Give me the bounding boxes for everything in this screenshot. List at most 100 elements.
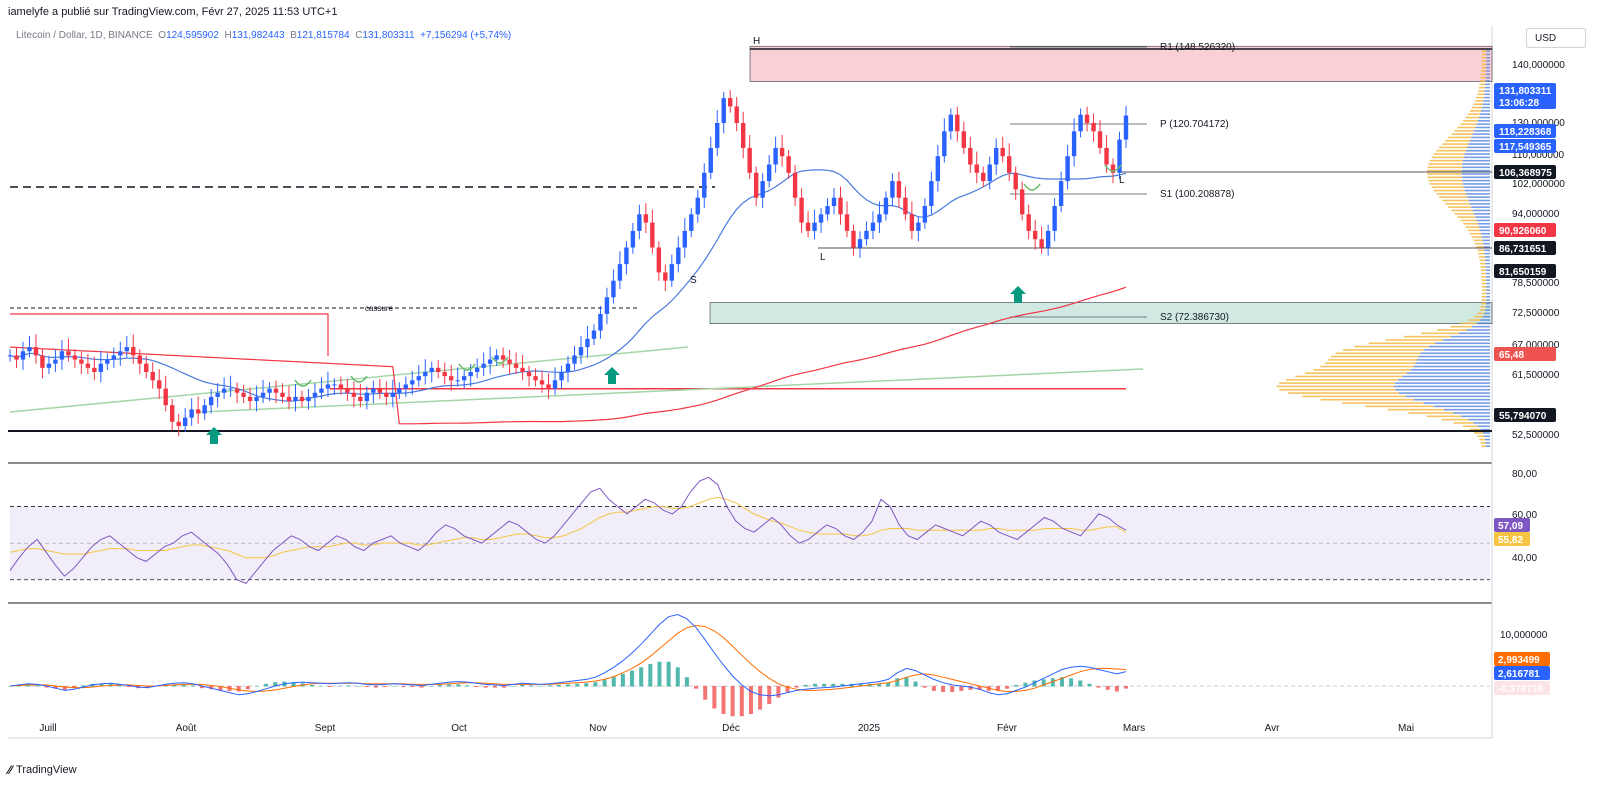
- volume-bar: [1465, 193, 1490, 195]
- candle-body: [241, 392, 246, 397]
- macd-histogram-bar: [684, 677, 689, 687]
- candle-body: [994, 147, 999, 165]
- volume-bar: [1484, 435, 1490, 438]
- volume-bar: [1480, 428, 1490, 431]
- macd-histogram-bar: [703, 686, 708, 700]
- macd-histogram-bar: [1124, 686, 1128, 689]
- volume-bar: [1464, 153, 1490, 155]
- volume-bar: [1433, 189, 1465, 192]
- candle-body: [468, 372, 473, 377]
- candle-body: [818, 214, 824, 223]
- macd-histogram-bar: [410, 686, 415, 688]
- volume-bar: [1486, 70, 1490, 72]
- candle-body: [1013, 172, 1018, 190]
- annotation-cassure: cassure: [365, 304, 394, 313]
- candle-body: [163, 388, 168, 406]
- chart-canvas[interactable]: R1 (148.526320) P (120.704172) S1 (100.208…: [0, 0, 1600, 760]
- volume-bar: [1302, 395, 1406, 398]
- macd-histogram-bar: [886, 682, 891, 687]
- candle-body: [689, 214, 694, 231]
- macd-histogram-bar: [319, 686, 324, 687]
- macd-histogram-bar: [1105, 686, 1110, 690]
- volume-bar: [1441, 418, 1469, 421]
- candle-body: [702, 172, 707, 198]
- candle-body: [312, 392, 318, 397]
- volume-bar: [1486, 299, 1490, 301]
- macd-histogram-bar: [739, 686, 744, 717]
- volume-bar: [1468, 143, 1490, 145]
- volume-bar: [1435, 342, 1490, 345]
- zones-layer: [709, 45, 1493, 324]
- candle-body: [260, 392, 266, 397]
- volume-bar: [1463, 120, 1478, 122]
- volume-bar: [1481, 56, 1487, 59]
- volume-bar: [1461, 173, 1490, 175]
- macd-histogram-bar: [931, 686, 936, 691]
- volume-bar: [1481, 60, 1487, 62]
- macd-histogram-bar: [950, 686, 955, 692]
- volume-bar: [1476, 246, 1484, 248]
- macd-histogram-bar: [1014, 684, 1019, 687]
- macd-histogram-bar: [474, 686, 479, 688]
- volume-bar: [1453, 412, 1490, 414]
- currency-selector[interactable]: USD: [1526, 28, 1586, 48]
- price-tick: 52,500000: [1512, 430, 1560, 441]
- volume-bar: [1427, 166, 1462, 169]
- moving-averages: [9, 169, 1127, 425]
- volume-bar: [1469, 203, 1490, 205]
- rsi-tick: 80,00: [1512, 469, 1537, 480]
- volume-bar: [1436, 193, 1466, 195]
- macd-histogram-bar: [209, 686, 214, 690]
- price-badge-value: 131,803311: [1499, 86, 1552, 97]
- candle-body: [630, 230, 636, 248]
- close-label: C: [355, 30, 363, 41]
- macd-histogram-bar: [547, 685, 552, 687]
- candle-body: [397, 388, 402, 393]
- macd-histogram-bar: [1087, 683, 1092, 687]
- candle-body: [825, 206, 830, 215]
- macd-histogram-bar: [529, 685, 534, 687]
- volume-bar: [1464, 189, 1490, 192]
- volume-bar: [1469, 232, 1481, 235]
- candle-body: [728, 98, 733, 107]
- volume-bar: [1473, 103, 1483, 106]
- volume-bar: [1368, 342, 1436, 345]
- candle-body: [273, 388, 279, 393]
- volume-bar: [1480, 80, 1486, 82]
- volume-bar: [1474, 242, 1484, 245]
- range-box: [10, 313, 329, 356]
- volume-bar: [1463, 156, 1490, 159]
- candle-body: [59, 351, 65, 360]
- macd-histogram-bar: [8, 686, 12, 687]
- candle-body: [883, 197, 889, 215]
- volume-bar: [1471, 136, 1490, 139]
- macd-histogram-bar: [456, 684, 461, 687]
- candle-body: [1117, 139, 1122, 173]
- volume-bar: [1486, 445, 1490, 447]
- macd-badge: [1494, 681, 1550, 695]
- candle-body: [131, 347, 136, 356]
- candle-body: [351, 392, 357, 397]
- volume-bar: [1445, 139, 1470, 142]
- volume-bar: [1484, 312, 1490, 315]
- macd-panel: 10,000000 2,993499 2,616781 -0,376718: [8, 613, 1550, 717]
- volume-bar: [1480, 269, 1486, 272]
- macd-histogram-bar: [346, 685, 351, 687]
- volume-bar: [1481, 106, 1490, 109]
- volume-bar: [1387, 408, 1444, 411]
- volume-bar: [1431, 186, 1464, 189]
- volume-bar: [1480, 262, 1486, 265]
- volume-bar: [1480, 305, 1486, 308]
- candle-body: [286, 396, 292, 402]
- volume-bar: [1454, 130, 1475, 132]
- volume-bar: [1343, 349, 1424, 351]
- macd-histogram-bar: [556, 684, 561, 687]
- volume-bar: [1479, 309, 1486, 311]
- volume-bar: [1474, 432, 1483, 434]
- macd-histogram-bar: [172, 684, 177, 687]
- candle-body: [513, 363, 519, 368]
- time-tick: Mai: [1398, 723, 1414, 734]
- volume-bar: [1485, 73, 1490, 76]
- volume-bar: [1477, 93, 1485, 96]
